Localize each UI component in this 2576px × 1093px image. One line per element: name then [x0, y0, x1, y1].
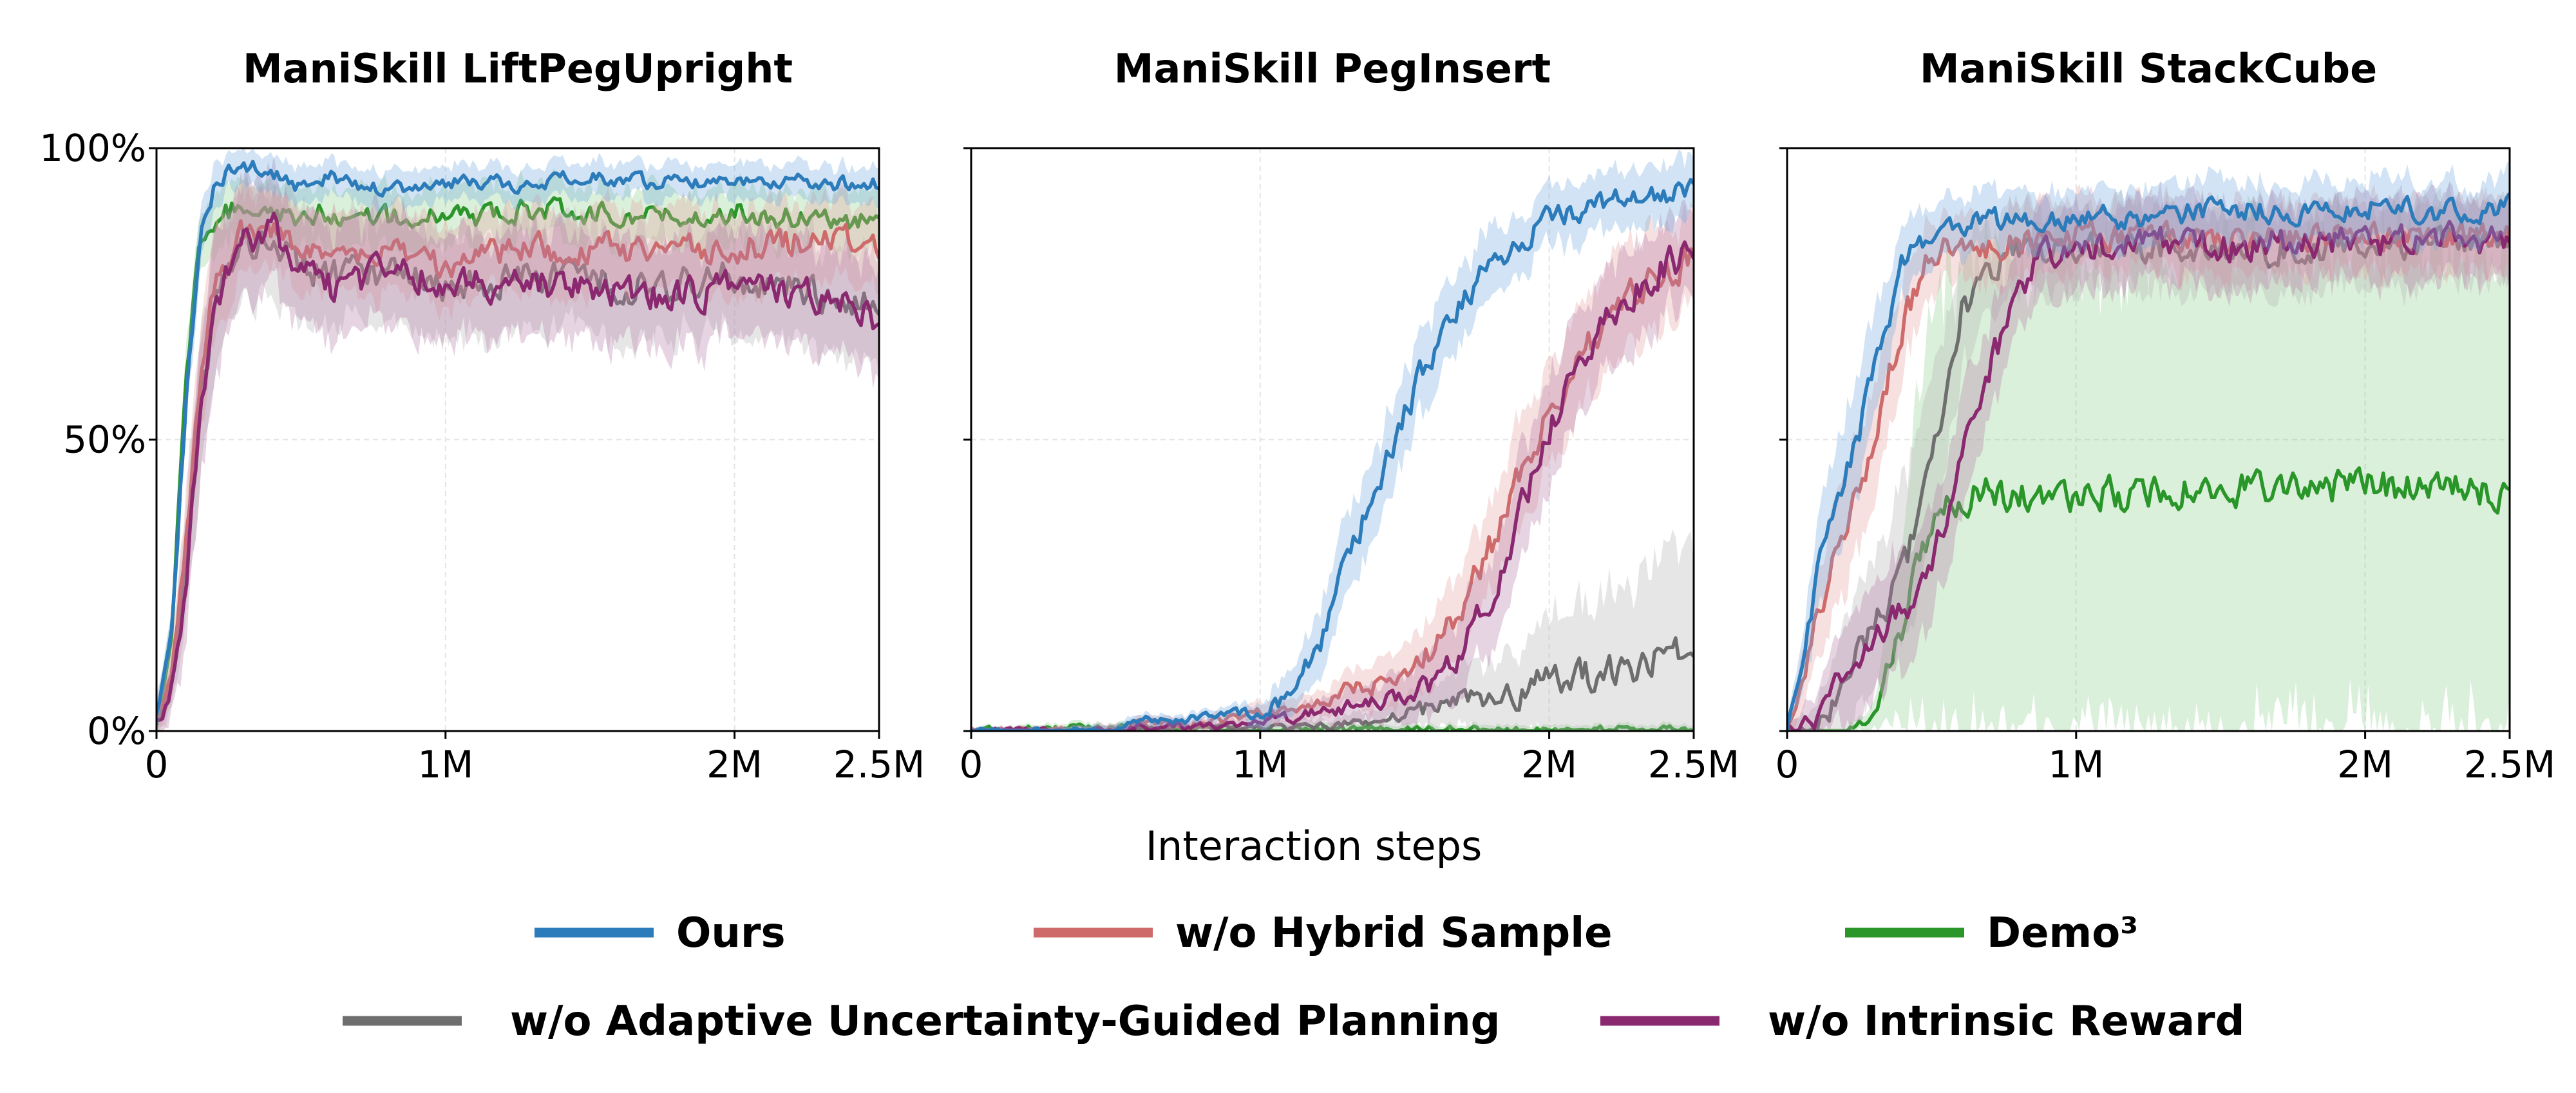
plot-area [971, 149, 1694, 731]
series-line-w-o-adaptive-uncertainty-guided-planning [971, 636, 1694, 731]
chart-panels: ManiSkill LiftPegUpright 0 1M 2M 2.5M 0% 50% 10… [39, 45, 2555, 786]
legend-label: w/o Adaptive Uncertainty-Guided Planning [510, 998, 1500, 1045]
x-tick-label: 1M [417, 743, 473, 786]
series-line-w-o-intrinsic-reward [971, 240, 1694, 731]
x-tick-label: 1M [2048, 743, 2104, 786]
legend: Ours w/o Hybrid Sample Demo³ w/o Adaptive U… [343, 909, 2244, 1045]
series-line-w-o-hybrid-sample [971, 246, 1694, 731]
band-w-o-hybrid-sample [971, 201, 1694, 731]
chart-title: ManiSkill StackCube [1920, 45, 2377, 92]
series-line-ours [1787, 192, 2510, 731]
band-w-o-intrinsic-reward [971, 199, 1694, 731]
x-tick-label: 1M [1232, 743, 1288, 786]
y-tick-label: 50% [63, 418, 146, 462]
legend-label: Ours [676, 909, 786, 957]
x-tick-label: 2.5M [833, 743, 925, 786]
legend-label: w/o Hybrid Sample [1175, 909, 1613, 957]
series-line-ours [156, 160, 879, 715]
series-line-ours [971, 178, 1694, 731]
x-axis-label: Interaction steps [1146, 822, 1482, 870]
band-demo [1787, 185, 2510, 731]
x-tick-label: 2.5M [2464, 743, 2555, 786]
legend-item-w-o-hybrid-sample: w/o Hybrid Sample [1034, 909, 1613, 957]
series-line-w-o-adaptive-uncertainty-guided-planning [1787, 224, 2510, 731]
x-tick-label: 2M [706, 743, 762, 786]
y-tick-label: 0% [87, 709, 146, 753]
series-line-w-o-hybrid-sample [1787, 218, 2510, 728]
band-w-o-hybrid-sample [156, 172, 879, 731]
legend-item-ours: Ours [535, 909, 786, 957]
legend-item-w-o-adaptive-uncertainty-guided-planning: w/o Adaptive Uncertainty-Guided Planning [343, 998, 1500, 1045]
plot-area [156, 148, 879, 731]
legend-item-demo: Demo³ [1845, 909, 2138, 957]
x-tick-label: 2M [2337, 743, 2393, 786]
legend-item-w-o-intrinsic-reward: w/o Intrinsic Reward [1600, 998, 2244, 1045]
x-tick-label: 2M [1521, 743, 1577, 786]
chart-title: ManiSkill LiftPegUpright [243, 45, 793, 92]
legend-label: Demo³ [1987, 909, 2138, 957]
plot-area [1787, 160, 2510, 731]
legend-label: w/o Intrinsic Reward [1768, 998, 2244, 1045]
x-tick-label: 0 [960, 743, 983, 786]
x-tick-label: 2.5M [1648, 743, 1739, 786]
band-w-o-intrinsic-reward [156, 155, 879, 731]
band-w-o-adaptive-uncertainty-guided-planning [1787, 182, 2510, 731]
series-line-w-o-adaptive-uncertainty-guided-planning [156, 226, 879, 718]
series-line-w-o-intrinsic-reward [156, 211, 879, 722]
band-w-o-adaptive-uncertainty-guided-planning [971, 529, 1694, 731]
x-tick-label: 0 [1776, 743, 1799, 786]
y-tick-label: 100% [39, 126, 146, 170]
chart-panel-2: ManiSkill PegInsert 0 1M 2M 2.5M [960, 45, 1740, 786]
chart-panel-1: ManiSkill LiftPegUpright 0 1M 2M 2.5M 0% 50% 10… [39, 45, 925, 786]
chart-panel-3: ManiSkill StackCube 0 1M 2M 2.5M [1776, 45, 2556, 786]
series-line-w-o-intrinsic-reward [1787, 220, 2510, 731]
series-line-demo [156, 196, 879, 726]
band-ours [971, 149, 1694, 731]
chart-title: ManiSkill PegInsert [1114, 45, 1551, 92]
x-tick-label: 0 [145, 743, 169, 786]
